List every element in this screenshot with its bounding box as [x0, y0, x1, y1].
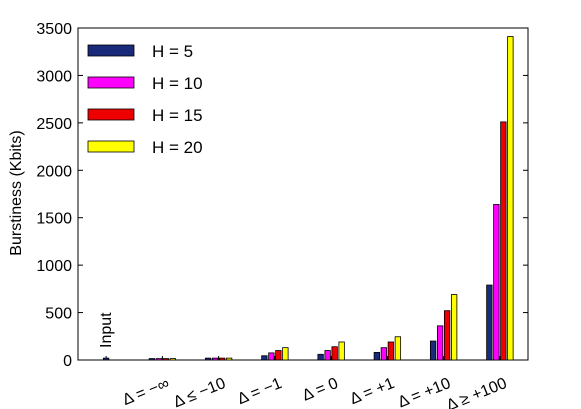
bar-3-7 — [500, 121, 507, 361]
legend-swatch — [87, 44, 135, 57]
legend-label: H = 15 — [152, 106, 203, 125]
bar-4-3 — [282, 347, 289, 361]
bar-3-3 — [275, 350, 282, 361]
bar-2-7 — [493, 204, 500, 361]
x-tick-label: Δ ≥ +100 — [444, 375, 509, 409]
input-label: Input — [98, 312, 115, 348]
bar-4-2 — [225, 357, 233, 361]
bar-3-1 — [162, 358, 170, 361]
bar-1-1 — [148, 358, 156, 361]
bar-1-6 — [429, 340, 437, 361]
axes-group — [77, 27, 529, 361]
y-tick-label: 2000 — [36, 163, 72, 180]
y-tick-labels: 0 500 1000 1500 2000 2500 3000 3500 — [36, 21, 72, 370]
legend-swatch — [87, 140, 135, 153]
input-bar — [102, 357, 110, 361]
legend-swatch — [87, 76, 135, 89]
bar-2-3 — [268, 352, 275, 361]
bar-2-2 — [211, 357, 219, 361]
y-tick-label: 1500 — [36, 211, 72, 228]
legend-swatch — [87, 108, 135, 121]
bar-1-2 — [204, 357, 212, 361]
bar-4-7 — [507, 36, 514, 361]
y-tick-label: 1000 — [36, 258, 72, 275]
x-tick-label: Δ ≤ −10 — [171, 375, 228, 409]
y-tick-label: 500 — [45, 306, 72, 323]
bar-2-1 — [155, 358, 163, 361]
bar-1-4 — [317, 353, 324, 361]
plot-frame — [77, 27, 529, 361]
x-tick-label: Δ = −1 — [235, 375, 284, 408]
y-tick-label: 0 — [63, 353, 72, 370]
bar-3-4 — [331, 346, 338, 361]
bars-group — [102, 36, 514, 361]
x-tick-label: Δ = +10 — [396, 375, 454, 409]
legend-label: H = 5 — [152, 42, 193, 61]
x-tick-label: Δ = 0 — [300, 375, 341, 405]
bar-1-5 — [373, 352, 381, 361]
bar-4-1 — [169, 358, 177, 361]
bar-3-5 — [387, 341, 395, 361]
y-axis-label: Burstiness (Kbits) — [8, 130, 25, 255]
bar-1-3 — [261, 355, 268, 361]
bar-4-6 — [450, 294, 458, 361]
bar-4-4 — [338, 341, 345, 361]
bar-4-5 — [394, 336, 402, 361]
x-tick-label: Δ = +1 — [348, 375, 397, 408]
y-tick-label: 3000 — [36, 68, 72, 85]
legend: H = 5 H = 10 H = 15 H = 20 — [87, 42, 203, 157]
bar-2-6 — [436, 325, 444, 361]
bar-2-4 — [324, 350, 331, 361]
x-tick-label: Δ = −∞ — [120, 375, 172, 409]
y-tick-label: 3500 — [36, 21, 72, 38]
bar-2-5 — [380, 347, 388, 361]
bar-3-6 — [443, 310, 451, 361]
legend-label: H = 20 — [152, 138, 203, 157]
bar-1-7 — [486, 284, 493, 361]
y-tick-label: 2500 — [36, 116, 72, 133]
bar-3-2 — [218, 357, 226, 361]
legend-label: H = 10 — [152, 74, 203, 93]
